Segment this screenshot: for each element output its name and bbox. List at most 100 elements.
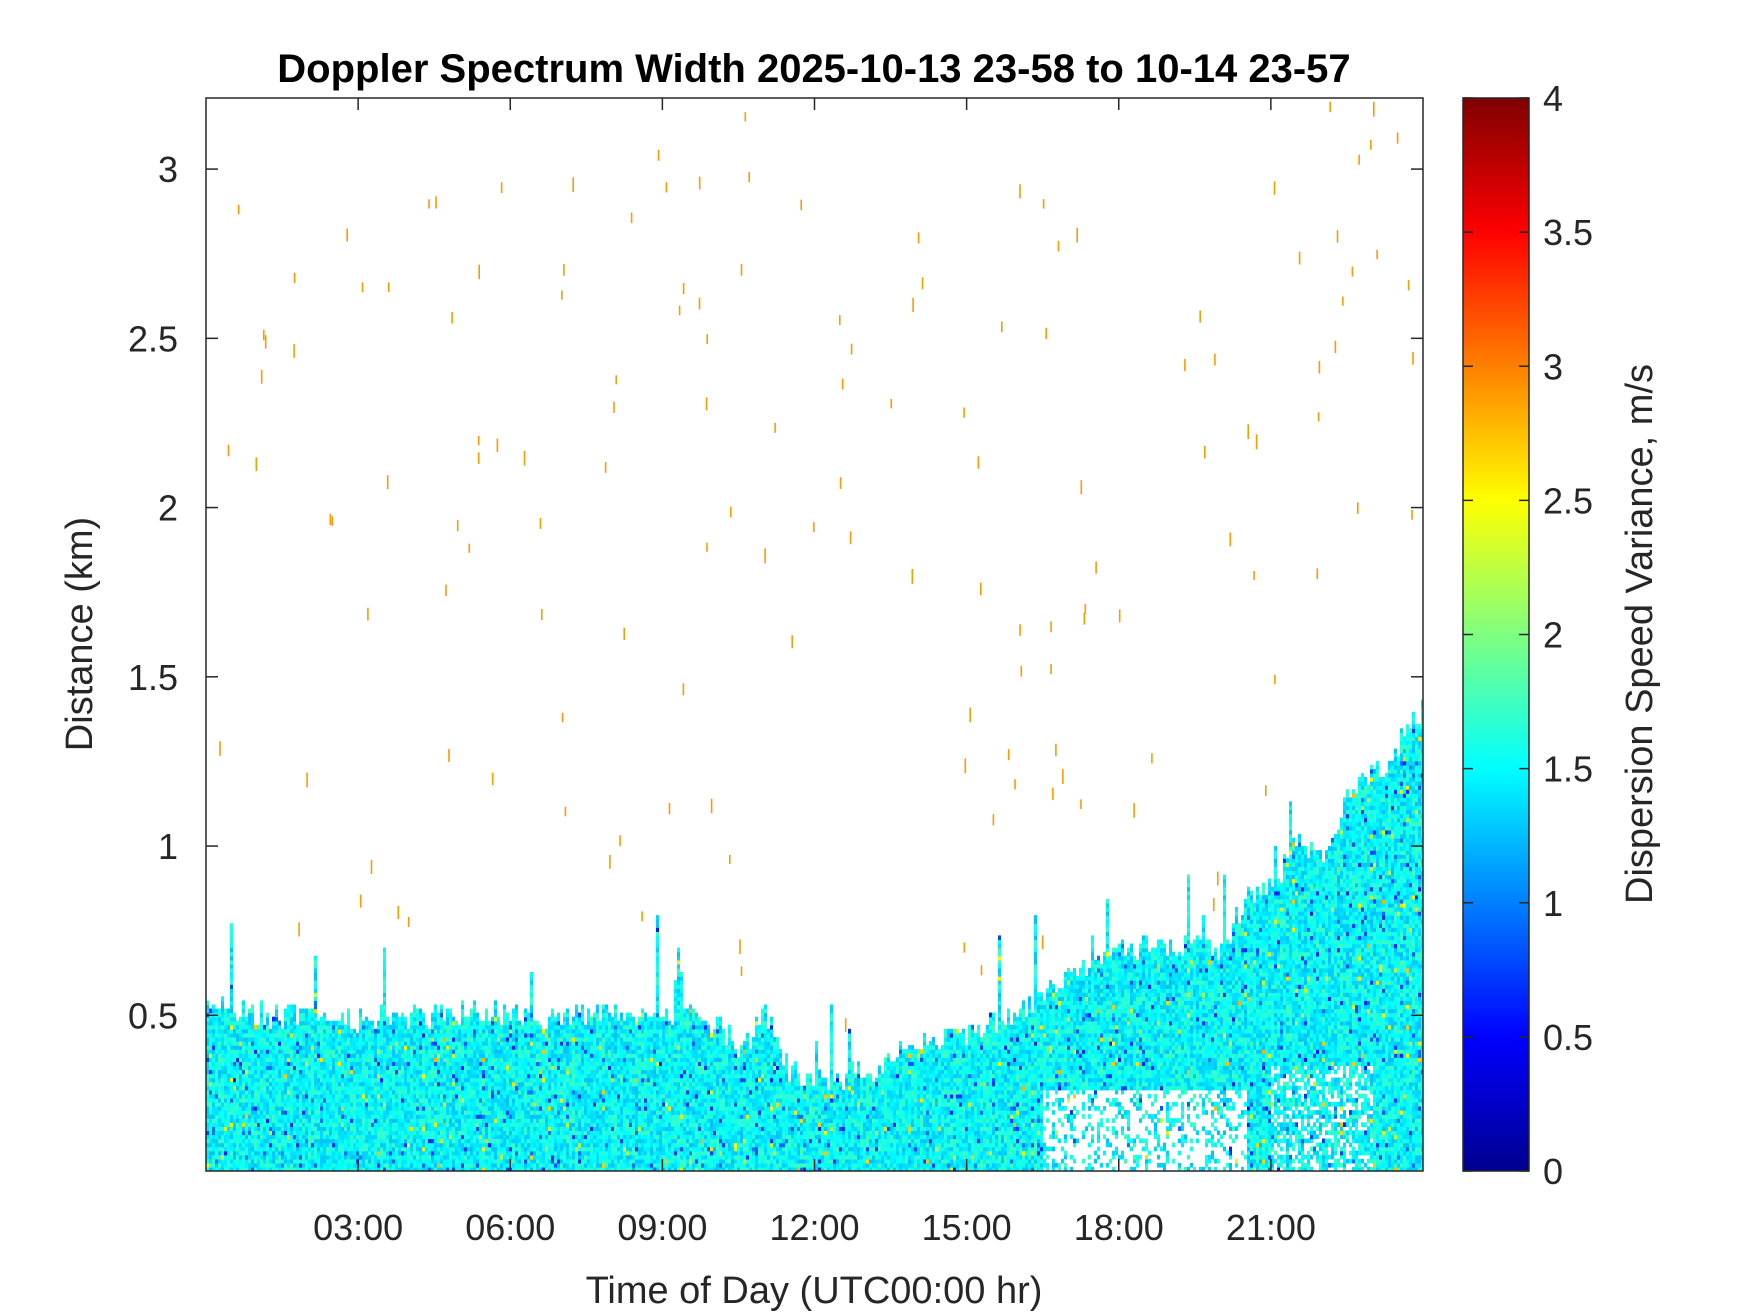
heatmap-cell bbox=[359, 1126, 362, 1131]
heatmap-cell bbox=[254, 1053, 257, 1058]
heatmap-cell bbox=[284, 1166, 287, 1171]
heatmap-cell bbox=[218, 1166, 221, 1171]
heatmap-cell bbox=[257, 1118, 260, 1123]
heatmap-cell bbox=[263, 1057, 266, 1062]
heatmap-cell bbox=[419, 1057, 422, 1062]
heatmap-cell bbox=[302, 1041, 305, 1046]
heatmap-cell bbox=[434, 1065, 437, 1071]
heatmap-cell bbox=[464, 1045, 467, 1050]
heatmap-cell bbox=[539, 1045, 542, 1050]
heatmap-cell bbox=[311, 1106, 314, 1111]
heatmap-cell bbox=[467, 1150, 470, 1156]
heatmap-cell bbox=[242, 1065, 245, 1071]
heatmap-cell bbox=[332, 1130, 335, 1136]
heatmap-cell bbox=[494, 1069, 497, 1075]
heatmap-cell bbox=[329, 1069, 332, 1075]
heatmap-cell bbox=[248, 1073, 251, 1079]
heatmap-cell bbox=[449, 1020, 452, 1026]
heatmap-cell bbox=[428, 1077, 431, 1083]
heatmap-cell bbox=[287, 1130, 290, 1136]
heatmap-cell bbox=[317, 1028, 320, 1034]
heatmap-cell bbox=[317, 1130, 320, 1136]
heatmap-cell bbox=[575, 1008, 578, 1014]
heatmap-cell bbox=[446, 1065, 449, 1071]
heatmap-cell bbox=[491, 1057, 494, 1062]
heatmap-cell bbox=[554, 1049, 557, 1054]
heatmap-cell bbox=[260, 1000, 263, 1006]
heatmap-cell bbox=[383, 1057, 386, 1062]
heatmap-cell bbox=[413, 1166, 416, 1171]
heatmap-cell bbox=[458, 1085, 461, 1091]
heatmap-cell bbox=[419, 1134, 422, 1140]
heatmap-cell bbox=[551, 1065, 554, 1071]
heatmap-cell bbox=[587, 1089, 590, 1095]
heatmap-cell bbox=[383, 984, 386, 989]
heatmap-cell bbox=[347, 1077, 350, 1083]
heatmap-cell bbox=[473, 1008, 476, 1014]
heatmap-cell bbox=[470, 1118, 473, 1123]
heatmap-cell bbox=[383, 967, 386, 973]
heatmap-cell bbox=[347, 1118, 350, 1123]
heatmap-cell bbox=[524, 1008, 527, 1014]
heatmap-cell bbox=[206, 1069, 209, 1075]
heatmap-cell bbox=[359, 1150, 362, 1156]
heatmap-cell bbox=[395, 1085, 398, 1091]
heatmap-cell bbox=[371, 1110, 374, 1115]
heatmap-cell bbox=[230, 1089, 233, 1095]
heatmap-cell bbox=[452, 1097, 455, 1103]
heatmap-cell bbox=[458, 1106, 461, 1111]
heatmap-cell bbox=[503, 1106, 506, 1111]
heatmap-cell bbox=[215, 1106, 218, 1111]
heatmap-cell bbox=[317, 1024, 320, 1030]
heatmap-cell bbox=[308, 1053, 311, 1058]
heatmap-cell bbox=[224, 1097, 227, 1103]
heatmap-cell bbox=[404, 1049, 407, 1054]
heatmap-cell bbox=[563, 1150, 566, 1156]
heatmap-cell bbox=[485, 1041, 488, 1046]
heatmap-cell bbox=[251, 1166, 254, 1171]
heatmap-cell bbox=[230, 1008, 233, 1014]
heatmap-cell bbox=[242, 1089, 245, 1095]
heatmap-cell bbox=[374, 1093, 377, 1099]
heatmap-cell bbox=[488, 1073, 491, 1079]
heatmap-cell bbox=[419, 1122, 422, 1127]
heatmap-cell bbox=[329, 1130, 332, 1136]
heatmap-cell bbox=[209, 1110, 212, 1115]
heatmap-cell bbox=[515, 1126, 518, 1131]
heatmap-cell bbox=[227, 1106, 230, 1111]
heatmap-cell bbox=[470, 1057, 473, 1062]
heatmap-cell bbox=[494, 1146, 497, 1152]
heatmap-cell bbox=[527, 1085, 530, 1091]
heatmap-cell bbox=[242, 1020, 245, 1026]
heatmap-cell bbox=[206, 1134, 209, 1140]
heatmap-cell bbox=[356, 1077, 359, 1083]
heatmap-cell bbox=[371, 1024, 374, 1030]
heatmap-cell bbox=[215, 1142, 218, 1148]
heatmap-cell bbox=[491, 1016, 494, 1022]
heatmap-cell bbox=[218, 1081, 221, 1087]
heatmap-cell bbox=[407, 1093, 410, 1099]
heatmap-cell bbox=[530, 1142, 533, 1148]
heatmap-cell bbox=[473, 1110, 476, 1115]
heatmap-cell bbox=[374, 1073, 377, 1079]
heatmap-cell bbox=[227, 1126, 230, 1131]
heatmap-cell bbox=[308, 1045, 311, 1050]
heatmap-cell bbox=[275, 1049, 278, 1054]
heatmap-cell bbox=[359, 1069, 362, 1075]
heatmap-cell bbox=[275, 1162, 278, 1168]
heatmap-cell bbox=[560, 1154, 563, 1160]
heatmap-cell bbox=[440, 1150, 443, 1156]
heatmap-cell bbox=[410, 1077, 413, 1083]
heatmap-cell bbox=[296, 1028, 299, 1034]
heatmap-cell bbox=[233, 1065, 236, 1071]
heatmap-cell bbox=[413, 1150, 416, 1156]
heatmap-cell bbox=[401, 1053, 404, 1058]
heatmap-cell bbox=[362, 1158, 365, 1164]
heatmap-cell bbox=[407, 1028, 410, 1034]
heatmap-cell bbox=[461, 1089, 464, 1095]
heatmap-cell bbox=[467, 1106, 470, 1111]
heatmap-cell bbox=[350, 1101, 353, 1107]
heatmap-cell bbox=[422, 1154, 425, 1160]
heatmap-cell bbox=[452, 1053, 455, 1058]
heatmap-cell bbox=[452, 1041, 455, 1046]
